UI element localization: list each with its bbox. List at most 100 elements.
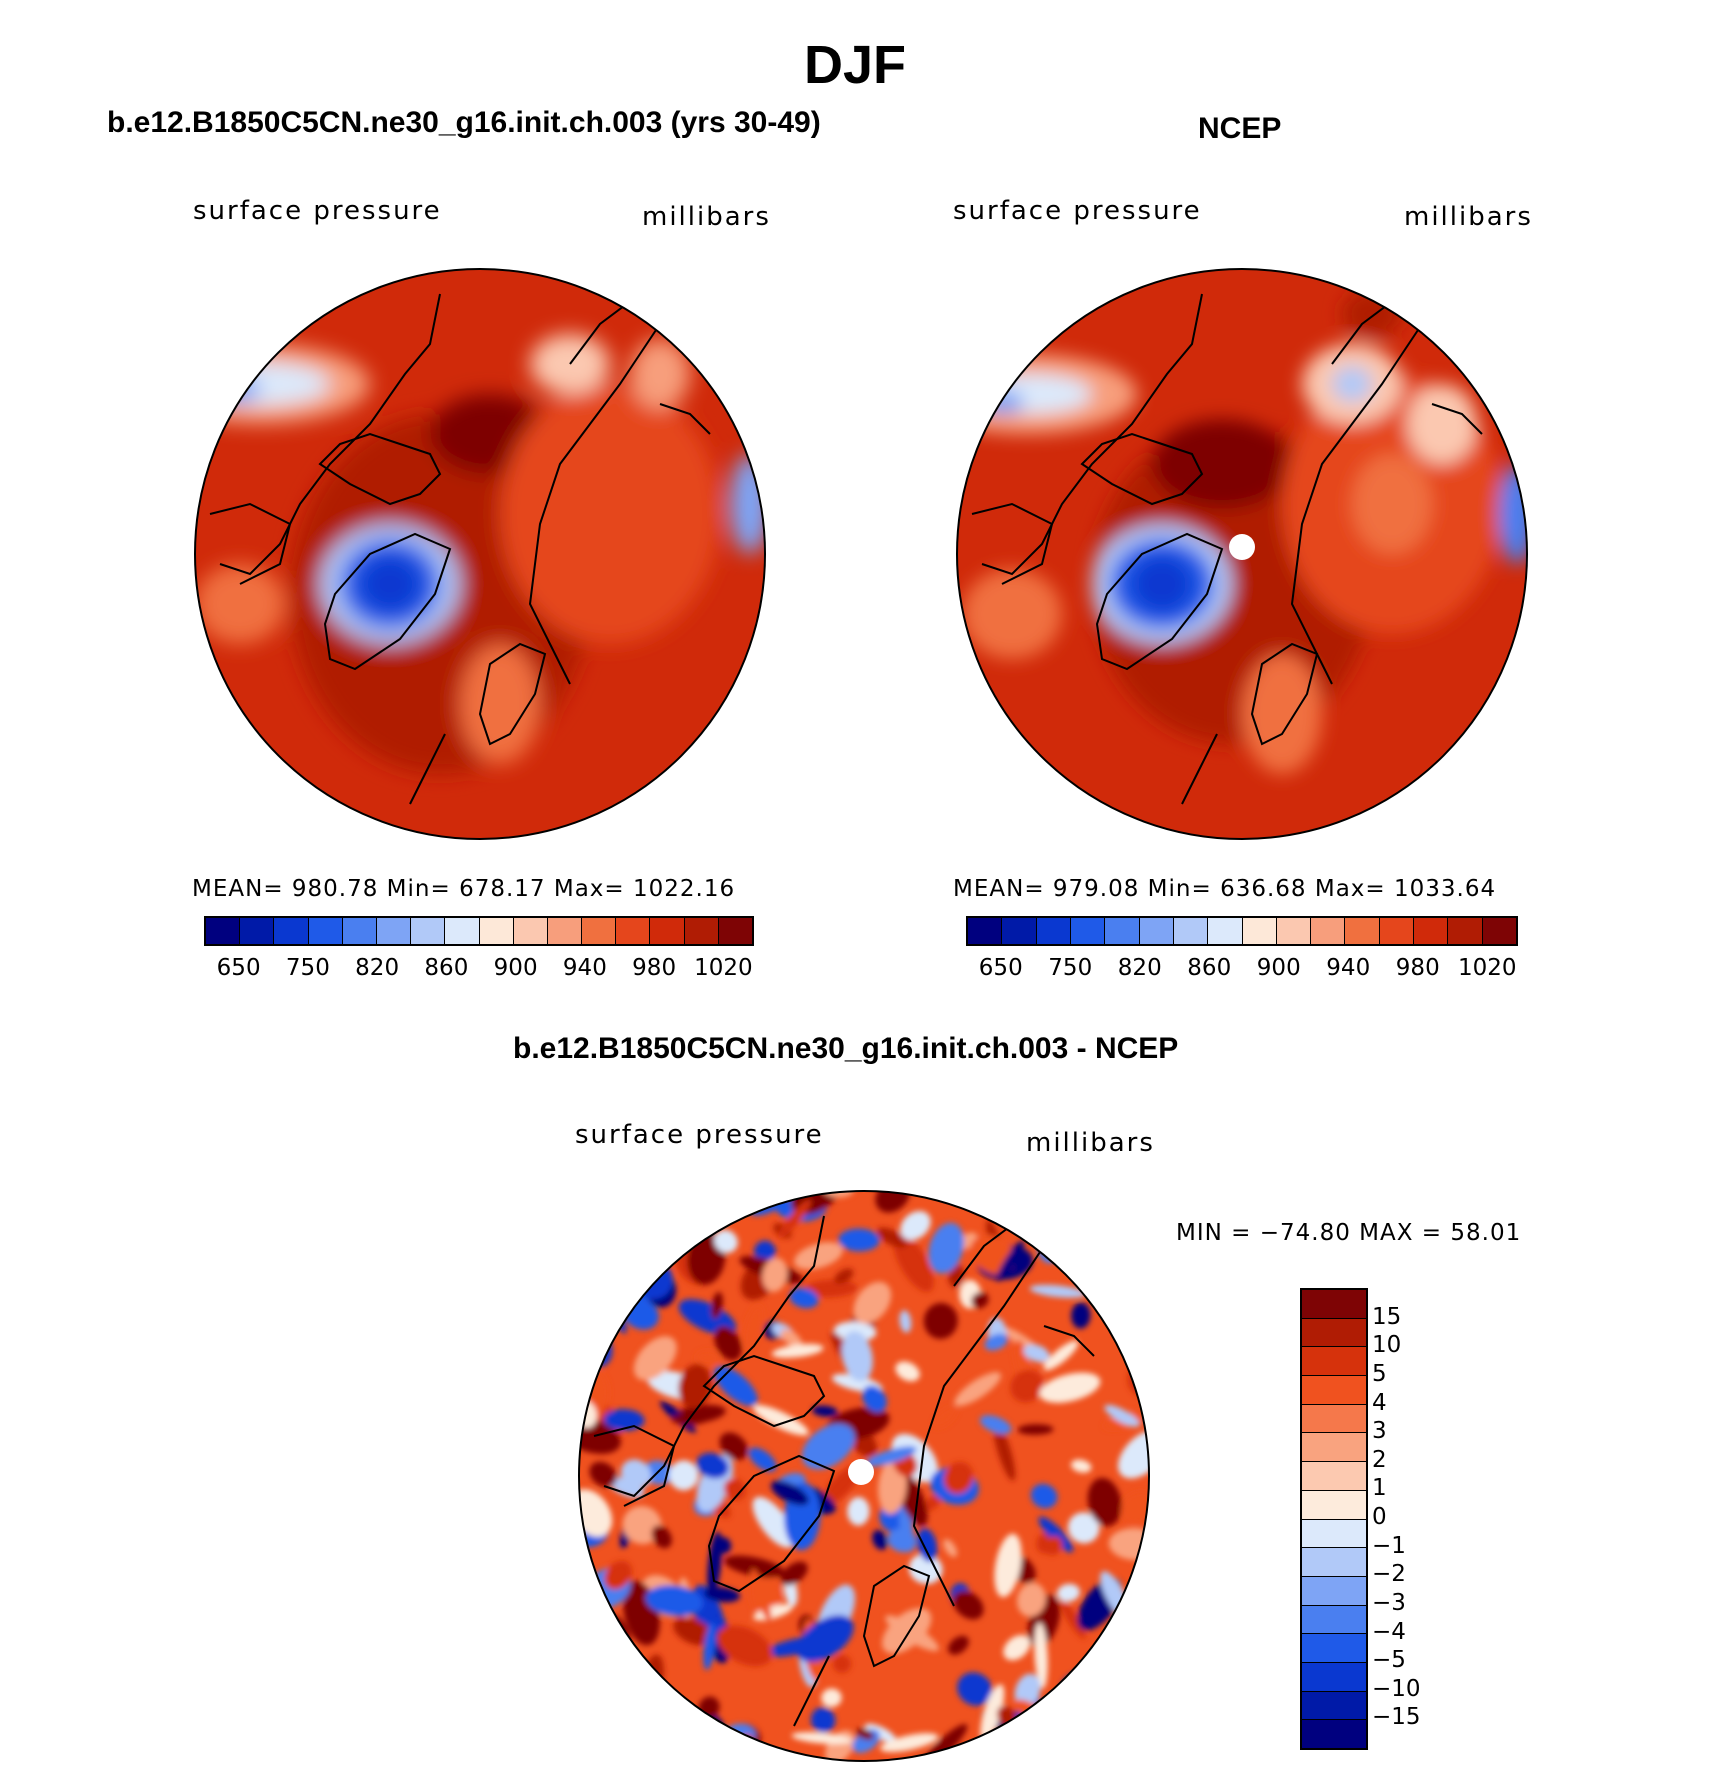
difference-field-blob — [644, 1191, 698, 1215]
panel-2-colorbar-tick-label: 980 — [1395, 955, 1440, 981]
panel-3-colorbar-swatch — [1302, 1318, 1366, 1348]
difference-field-blob — [1047, 1743, 1067, 1760]
panel-1-colorbar-swatch — [308, 918, 343, 944]
panel-1-units-label: millibars — [642, 202, 771, 232]
difference-field-blob — [882, 1607, 932, 1654]
difference-field-blob — [872, 1529, 888, 1550]
difference-field-blob — [719, 1432, 748, 1460]
panel-1-colorbar-tick-label: 1020 — [694, 955, 753, 981]
difference-field-blob — [996, 1240, 1025, 1282]
difference-field-blob — [1029, 1284, 1086, 1298]
panel-2-colorbar-swatch — [1139, 918, 1174, 944]
figure-title: DJF — [803, 35, 906, 95]
difference-field-blob — [1124, 1635, 1145, 1663]
panel-1-colorbar-ticks: 650 750 820 860 900 940 980 1020 — [204, 955, 758, 985]
difference-field-blob — [853, 1281, 892, 1324]
panel-3-colorbar-tick-label: −1 — [1372, 1532, 1406, 1559]
difference-field-blob — [801, 1423, 855, 1470]
difference-field-blob — [887, 1528, 917, 1553]
panel-3-colorbar-tick-label: 10 — [1372, 1332, 1402, 1359]
difference-field-blob — [900, 1210, 931, 1241]
difference-field-blob — [794, 1242, 843, 1270]
panel-2-colorbar-tick-label: 650 — [978, 955, 1023, 981]
difference-field-blob — [943, 1461, 974, 1494]
panel-3-colorbar-tick-label: 2 — [1372, 1446, 1387, 1473]
difference-field-blob — [928, 1222, 965, 1274]
panel-1-colorbar-swatch — [376, 918, 412, 944]
difference-field-blob — [1038, 1516, 1074, 1553]
difference-field-blob — [895, 1361, 920, 1382]
difference-field-blob — [579, 1213, 604, 1270]
panel-3-colorbar-swatch — [1302, 1290, 1366, 1319]
difference-field-blob — [1003, 1635, 1031, 1661]
panel-2-colorbar-swatch — [1482, 918, 1516, 944]
difference-field-blob — [1019, 1717, 1043, 1736]
panel-2-colorbar — [966, 916, 1518, 946]
difference-field-blob — [1096, 1199, 1128, 1231]
difference-field-blob — [957, 1672, 993, 1706]
difference-field-blob — [977, 1740, 1025, 1761]
panel-1-colorbar-tick-label: 820 — [355, 955, 400, 981]
panel-3-colorbar-swatch — [1302, 1462, 1366, 1491]
difference-field-blob — [1017, 1741, 1044, 1761]
difference-field-blob — [1115, 1702, 1149, 1733]
panel-1-stats: MEAN= 980.78 Min= 678.17 Max= 1022.16 — [192, 876, 736, 902]
difference-field-blob — [841, 1331, 873, 1382]
panel-3-variable-label: surface pressure — [575, 1120, 824, 1150]
difference-field-blob — [862, 1385, 887, 1413]
panel-3-colorbar-tick-label: 15 — [1372, 1303, 1402, 1330]
difference-field-blob — [780, 1561, 808, 1586]
difference-field-blob — [908, 1553, 943, 1585]
panel-1-colorbar-swatch — [616, 918, 651, 944]
difference-field-blob — [1060, 1600, 1086, 1639]
difference-field-blob — [1044, 1536, 1063, 1556]
difference-field-blob — [753, 1604, 793, 1621]
difference-field-blob — [1067, 1512, 1100, 1544]
difference-field-blob — [723, 1478, 746, 1501]
panel-2-polar-map — [956, 268, 1528, 840]
difference-field-blob — [1104, 1404, 1140, 1427]
panel-3-colorbar-swatch — [1302, 1605, 1366, 1635]
panel-3-colorbar-swatch — [1302, 1376, 1366, 1405]
difference-field-blob — [865, 1446, 917, 1467]
difference-field-blob — [1087, 1477, 1122, 1527]
difference-field-blob — [714, 1326, 742, 1361]
panel-2-colorbar-tick-label: 860 — [1187, 955, 1232, 981]
panel-3-stats: MIN = −74.80 MAX = 58.01 — [1176, 1220, 1522, 1246]
difference-field-blob — [604, 1295, 627, 1334]
difference-field-blob — [832, 1654, 852, 1673]
panel-3-colorbar-swatch — [1302, 1433, 1366, 1463]
difference-field-blob — [1070, 1459, 1092, 1473]
panel-3-colorbar-swatch — [1302, 1691, 1366, 1721]
difference-field-blob — [579, 1695, 593, 1751]
panel-3-colorbar — [1300, 1288, 1368, 1750]
panel-2-colorbar-ticks: 650 750 820 860 900 940 980 1020 — [966, 955, 1522, 985]
difference-field-blob — [703, 1587, 741, 1603]
panel-1-colorbar-tick-label: 750 — [285, 955, 330, 981]
difference-field-blob — [743, 1304, 764, 1349]
panel-1-colorbar-tick-label: 940 — [562, 955, 607, 981]
difference-field-blob — [796, 1615, 854, 1663]
panel-1-colorbar-swatch — [206, 918, 241, 944]
difference-field-blob — [607, 1233, 630, 1266]
panel-2-colorbar-tick-label: 750 — [1048, 955, 1093, 981]
difference-field-blob — [971, 1292, 989, 1309]
difference-field-blob — [678, 1363, 712, 1409]
panel-2-colorbar-swatch — [1173, 918, 1209, 944]
difference-field-blob — [762, 1257, 788, 1292]
difference-field-blob — [752, 1496, 795, 1548]
panel-1-colorbar-swatch — [342, 918, 377, 944]
difference-field-blob — [954, 1372, 1001, 1406]
difference-field-blob — [579, 1651, 614, 1685]
panel-3-colorbar-tick-label: 3 — [1372, 1418, 1387, 1445]
difference-field-blob — [993, 1420, 1016, 1481]
difference-field-blob — [1056, 1583, 1081, 1602]
difference-field-blob — [834, 1268, 854, 1284]
panel-2-units-label: millibars — [1404, 202, 1533, 232]
panel-3-polar-map — [578, 1190, 1150, 1762]
difference-field-blob — [609, 1700, 658, 1741]
difference-field-blob — [748, 1447, 777, 1472]
panel-3-units-label: millibars — [1026, 1128, 1155, 1158]
difference-field-blob — [1071, 1302, 1091, 1329]
difference-field-blob — [933, 1406, 958, 1428]
